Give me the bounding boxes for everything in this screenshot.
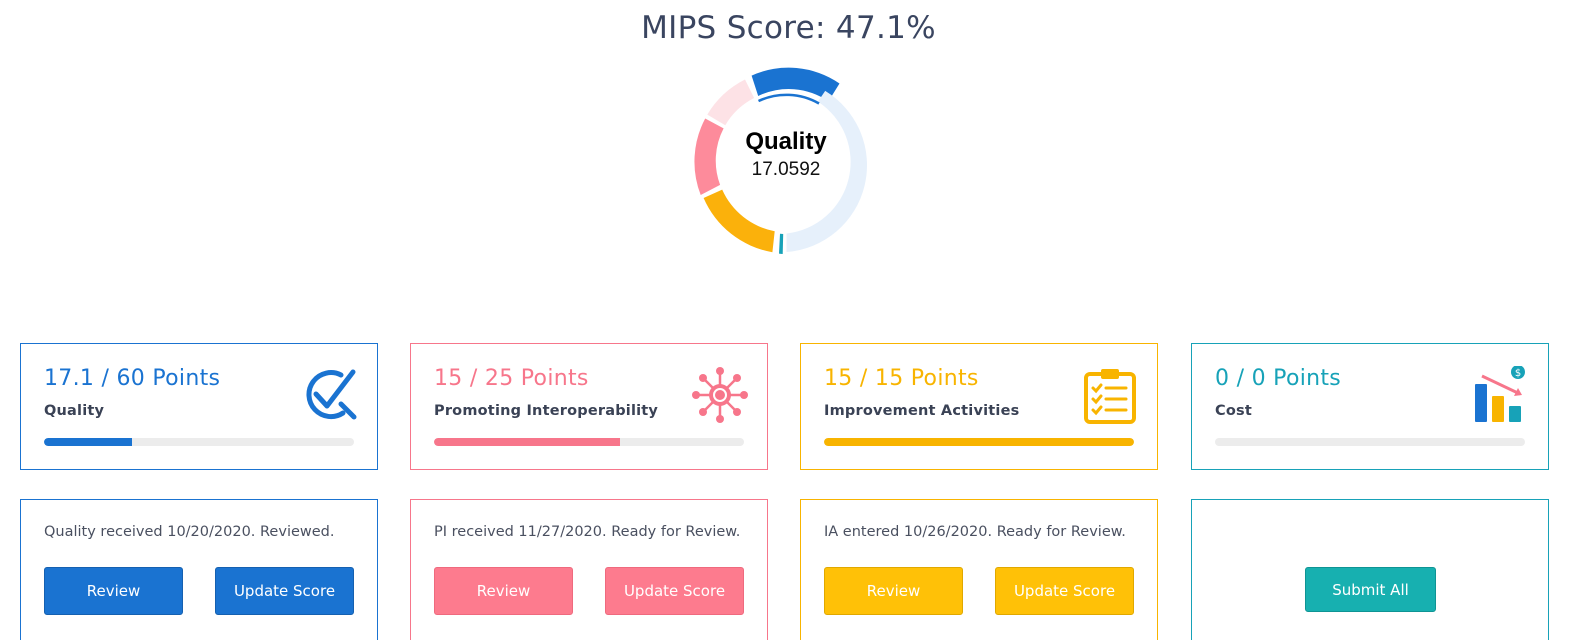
donut-center-label: Quality	[745, 127, 827, 155]
donut-segment-pi-remaining	[707, 79, 755, 126]
svg-text:$: $	[1515, 368, 1521, 379]
ia-points: 15 / 15 Points	[824, 366, 979, 391]
pi-review-button[interactable]: Review	[434, 567, 573, 615]
donut-segment-quality-remaining	[786, 90, 868, 253]
quality-status-card: Quality received 10/20/2020. Reviewed. R…	[20, 499, 378, 640]
cost-chart-icon: $	[1475, 366, 1525, 422]
donut-segment-quality[interactable]	[751, 67, 840, 102]
quality-category-label: Quality	[44, 403, 105, 419]
submit-card: Submit All	[1191, 499, 1549, 640]
ia-category-label: Improvement Activities	[824, 403, 1020, 419]
donut-segment-pi[interactable]	[694, 118, 724, 196]
pi-category-label: Promoting Interoperability	[434, 403, 659, 419]
cost-progress-bar	[1215, 438, 1525, 446]
pi-points: 15 / 25 Points	[434, 366, 589, 391]
ia-status-text: IA entered 10/26/2020. Ready for Review.	[824, 524, 1126, 540]
ia-status-card: IA entered 10/26/2020. Ready for Review.…	[800, 499, 1158, 640]
ia-review-button[interactable]: Review	[824, 567, 963, 615]
submit-all-button[interactable]: Submit All	[1305, 567, 1436, 612]
donut-segment-cost	[779, 233, 784, 254]
ia-score-card: 15 / 15 Points Improvement Activities	[800, 343, 1158, 470]
pi-status-text: PI received 11/27/2020. Ready for Review…	[434, 524, 741, 540]
ia-progress-bar	[824, 438, 1134, 446]
quality-check-icon	[306, 369, 357, 420]
clipboard-checklist-icon	[1084, 369, 1136, 424]
pi-status-card: PI received 11/27/2020. Ready for Review…	[410, 499, 768, 640]
quality-progress-bar	[44, 438, 354, 446]
page-title: MIPS Score: 47.1%	[641, 10, 936, 46]
quality-review-button[interactable]: Review	[44, 567, 183, 615]
quality-score-card: 17.1 / 60 Points Quality	[20, 343, 378, 470]
quality-update-score-button[interactable]: Update Score	[215, 567, 354, 615]
quality-progress-fill	[44, 438, 133, 446]
donut-segment-ia[interactable]	[703, 189, 775, 253]
quality-points: 17.1 / 60 Points	[44, 366, 221, 391]
cost-score-card: 0 / 0 Points Cost $	[1191, 343, 1549, 470]
ia-update-score-button[interactable]: Update Score	[995, 567, 1134, 615]
pi-progress-fill	[434, 438, 620, 446]
donut-quality-inner-arc	[757, 93, 820, 105]
pi-update-score-button[interactable]: Update Score	[605, 567, 744, 615]
interoperability-network-icon	[692, 367, 748, 423]
cost-points: 0 / 0 Points	[1215, 366, 1342, 391]
donut-center-value: 17.0592	[751, 158, 821, 180]
mips-donut-chart[interactable]: Quality 17.0592	[688, 62, 884, 258]
quality-status-text: Quality received 10/20/2020. Reviewed.	[44, 524, 335, 540]
donut-svg	[694, 67, 868, 254]
ia-progress-fill	[824, 438, 1134, 446]
cost-category-label: Cost	[1215, 403, 1252, 419]
pi-progress-bar	[434, 438, 744, 446]
pi-score-card: 15 / 25 Points Promoting Interoperabilit…	[410, 343, 768, 470]
donut-center: Quality 17.0592	[688, 62, 884, 258]
